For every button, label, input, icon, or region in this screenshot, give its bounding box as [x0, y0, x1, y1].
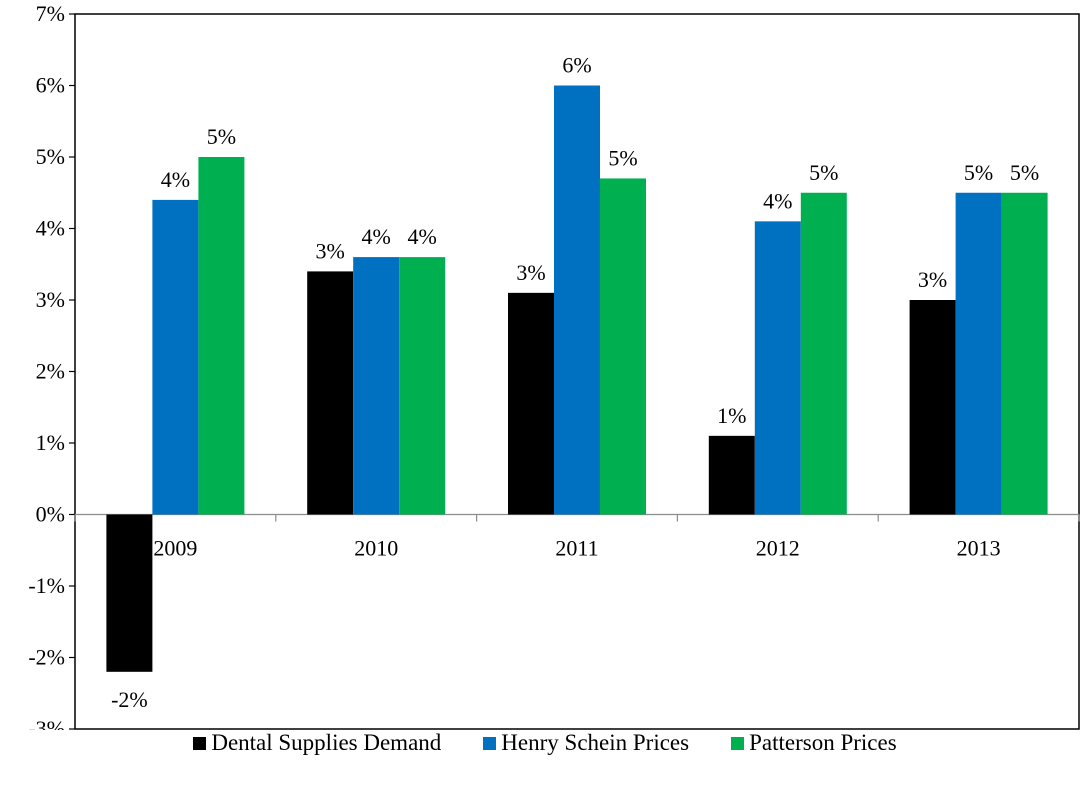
legend-swatch-henry-schein-prices	[483, 736, 497, 750]
data-label: 1%	[717, 403, 746, 428]
bar-dental-supplies-demand-2012	[708, 435, 755, 515]
y-tick-label: 3%	[36, 287, 65, 312]
legend-label-dental-supplies-demand: Dental Supplies Demand	[211, 730, 442, 755]
bar-dental-supplies-demand-2010	[307, 271, 354, 515]
bar-patterson-prices-2012	[800, 192, 847, 515]
data-label: 4%	[763, 188, 792, 213]
bar-patterson-prices-2013	[1001, 192, 1048, 515]
y-tick-label: 1%	[36, 430, 65, 455]
y-tick-label: -2%	[28, 645, 65, 670]
data-label: 5%	[608, 145, 637, 170]
y-tick-label: 4%	[36, 216, 65, 241]
legend-label-henry-schein-prices: Henry Schein Prices	[501, 730, 690, 755]
x-tick-label: 2012	[756, 536, 800, 561]
data-label: 5%	[964, 160, 993, 185]
bar-henry-schein-prices-2012	[754, 221, 801, 515]
y-tick-label: 5%	[36, 144, 65, 169]
data-label: 4%	[362, 224, 391, 249]
data-label: 4%	[161, 167, 190, 192]
legend-item-patterson-prices: Patterson Prices	[731, 730, 897, 756]
bar-dental-supplies-demand-2011	[508, 292, 554, 515]
bar-chart: 7% 6% 5% 4% 3% 2% 1% 0% -1% -2% -3% -2% 4% 5% 3% 4% 4% 3%…	[28, 1, 1080, 741]
legend-item-henry-schein-prices: Henry Schein Prices	[483, 730, 689, 756]
x-tick-label: 2009	[153, 536, 197, 561]
y-tick-label: -3%	[28, 716, 65, 730]
y-tick-label: 7%	[36, 1, 65, 26]
data-label: -2%	[111, 687, 148, 712]
bar-dental-supplies-demand-2013	[909, 300, 956, 515]
data-label: 3%	[316, 238, 345, 263]
data-label: 5%	[1010, 160, 1039, 185]
data-label: 6%	[562, 53, 591, 78]
x-tick-label: 2010	[354, 536, 398, 561]
data-label: 5%	[207, 124, 236, 149]
bar-henry-schein-prices-2011	[554, 85, 600, 515]
bar-patterson-prices-2011	[600, 178, 646, 515]
legend-swatch-dental-supplies-demand	[193, 736, 207, 750]
bar-henry-schein-prices-2010	[353, 257, 400, 515]
y-tick-label: 2%	[36, 359, 65, 384]
data-label: 5%	[809, 160, 838, 185]
y-tick-label: -1%	[28, 573, 65, 598]
x-tick-label: 2013	[957, 536, 1001, 561]
bar-patterson-prices-2009	[198, 157, 245, 515]
data-label: 4%	[408, 224, 437, 249]
legend-label-patterson-prices: Patterson Prices	[749, 730, 897, 755]
data-label: 3%	[516, 260, 545, 285]
bar-patterson-prices-2010	[399, 257, 446, 515]
legend: Dental Supplies Demand Henry Schein Pric…	[0, 730, 1090, 756]
legend-swatch-patterson-prices	[731, 736, 745, 750]
y-tick-label: 0%	[36, 502, 65, 527]
bar-dental-supplies-demand-2009	[106, 514, 153, 672]
y-tick-label: 6%	[36, 73, 65, 98]
x-tick-label: 2011	[555, 536, 598, 561]
bar-henry-schein-prices-2013	[955, 192, 1002, 515]
data-label: 3%	[918, 267, 947, 292]
bar-henry-schein-prices-2009	[152, 199, 199, 515]
legend-item-dental-supplies-demand: Dental Supplies Demand	[193, 730, 441, 756]
